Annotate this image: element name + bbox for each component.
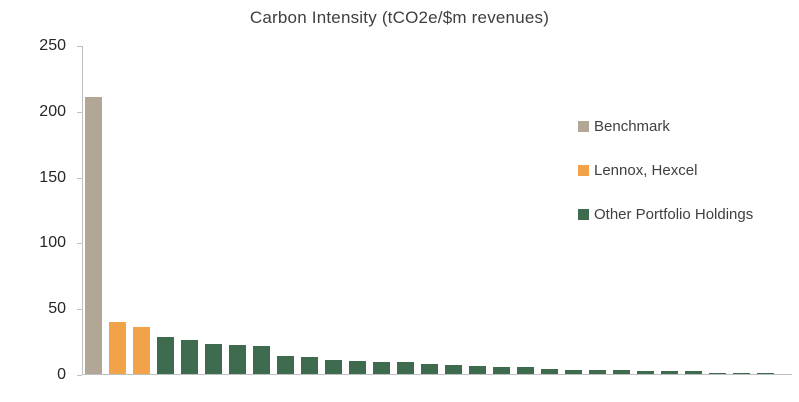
bar [541, 368, 558, 374]
legend-item: Lennox, Hexcel [578, 162, 753, 179]
legend-swatch [578, 209, 589, 220]
bar [301, 356, 318, 374]
bar [637, 371, 654, 374]
bars [85, 46, 792, 374]
bar [277, 355, 294, 374]
bar [421, 363, 438, 374]
legend-label: Lennox, Hexcel [594, 162, 698, 179]
bar [205, 343, 222, 374]
bar [85, 97, 102, 374]
bar [469, 366, 486, 374]
y-tick-label: 0 [0, 366, 82, 384]
bar [349, 360, 366, 374]
bar [133, 326, 150, 374]
legend-item: Benchmark [578, 118, 753, 135]
bar [661, 371, 678, 374]
bar [517, 367, 534, 374]
y-axis: 250 200 150 100 50 0 [0, 37, 82, 383]
bar [565, 370, 582, 374]
y-tick-label: 150 [0, 169, 82, 187]
bar [109, 321, 126, 374]
legend-swatch [578, 165, 589, 176]
bar [253, 346, 270, 374]
bar [325, 359, 342, 374]
bar [493, 367, 510, 374]
bar [589, 370, 606, 374]
legend-swatch [578, 121, 589, 132]
bar [685, 371, 702, 374]
chart-title: Carbon Intensity (tCO2e/$m revenues) [249, 8, 550, 27]
legend-label: Other Portfolio Holdings [594, 206, 754, 223]
y-tick-label: 200 [0, 103, 82, 121]
plot-area [82, 46, 792, 375]
bar [181, 339, 198, 374]
bar [709, 372, 726, 374]
bar [445, 364, 462, 374]
bar [757, 372, 774, 374]
bar [397, 362, 414, 374]
y-tick-label: 100 [0, 234, 82, 252]
bar [229, 345, 246, 374]
legend: Benchmark Lennox, Hexcel Other Portfolio H… [578, 118, 753, 223]
bar [157, 337, 174, 374]
bar [373, 362, 390, 374]
y-tick-label: 50 [0, 300, 82, 318]
bar [733, 372, 750, 374]
legend-item: Other Portfolio Holdings [578, 206, 753, 223]
legend-label: Benchmark [594, 118, 670, 135]
y-tick-label: 250 [0, 37, 82, 55]
bar [613, 370, 630, 374]
